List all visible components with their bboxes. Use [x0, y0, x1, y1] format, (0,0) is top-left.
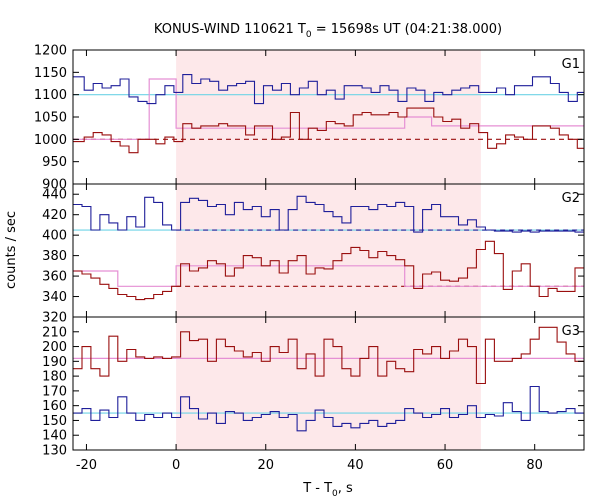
x-tick-label: 80 — [526, 458, 543, 473]
y-tick-label: 140 — [42, 429, 67, 444]
y-tick-label: 360 — [42, 270, 67, 285]
y-tick-label: 1200 — [34, 44, 67, 59]
panel-label: G2 — [562, 191, 580, 206]
x-tick-label: 0 — [172, 458, 180, 473]
y-tick-label: 210 — [42, 325, 67, 340]
lightcurve-blue — [73, 195, 584, 233]
title-prefix: KONUS-WIND 110621 T — [154, 22, 306, 37]
lightcurve-blue — [73, 385, 584, 432]
lightcurve-red — [73, 326, 584, 385]
x-label-main: T - T — [302, 481, 332, 496]
y-axis-label: counts / sec — [4, 211, 19, 289]
x-tick-label: 40 — [347, 458, 364, 473]
panel-label: G1 — [562, 57, 580, 72]
panel-frame — [72, 316, 585, 451]
y-tick-label: 150 — [42, 414, 67, 429]
chart-title: KONUS-WIND 110621 T0 = 15698s UT (04:21:… — [154, 22, 502, 40]
x-label-subscript: 0 — [332, 489, 338, 499]
y-tick-label: 170 — [42, 384, 67, 399]
x-label-suffix: , s — [338, 481, 353, 496]
title-subscript: 0 — [306, 30, 312, 40]
y-tick-label: 130 — [42, 444, 67, 459]
panel-g2: 320 340 360 380 400 420 440 G2 — [42, 183, 585, 326]
y-tick-label: 320 — [42, 311, 67, 326]
y-tick-label: 950 — [42, 155, 67, 170]
lightcurve-blue — [73, 74, 584, 105]
x-tick-label: 60 — [437, 458, 454, 473]
title-suffix: = 15698s UT (04:21:38.000) — [312, 22, 502, 37]
y-tick-label: 190 — [42, 355, 67, 370]
y-tick-label: 420 — [42, 208, 67, 223]
y-tick-label: 340 — [42, 290, 67, 305]
y-tick-label: 380 — [42, 249, 67, 264]
x-tick-label: 20 — [257, 458, 274, 473]
y-tick-label: 400 — [42, 229, 67, 244]
panel-label: G3 — [562, 324, 580, 339]
y-tick-label: 1000 — [34, 133, 67, 148]
x-tick-label: -20 — [76, 458, 97, 473]
panel-g1: 900 950 1000 1050 1100 1150 1200 G1 — [34, 44, 585, 193]
y-tick-label: 900 — [42, 178, 67, 193]
highlight-interval — [176, 317, 481, 450]
plot-area: 900 950 1000 1050 1100 1150 1200 G1 320 340 360 380… — [34, 44, 585, 473]
highlight-interval — [176, 184, 481, 317]
y-tick-label: 1150 — [34, 66, 67, 81]
x-axis-label: T - T0, s — [302, 481, 353, 499]
y-tick-label: 180 — [42, 370, 67, 385]
lightcurve-red — [73, 240, 584, 301]
step-overlay-pink-0 — [73, 265, 584, 287]
y-tick-label: 440 — [42, 188, 67, 203]
y-tick-label: 160 — [42, 399, 67, 414]
lightcurve-red — [73, 107, 584, 154]
y-tick-label: 1050 — [34, 111, 67, 126]
y-tick-label: 200 — [42, 340, 67, 355]
y-tick-label: 1100 — [34, 88, 67, 103]
